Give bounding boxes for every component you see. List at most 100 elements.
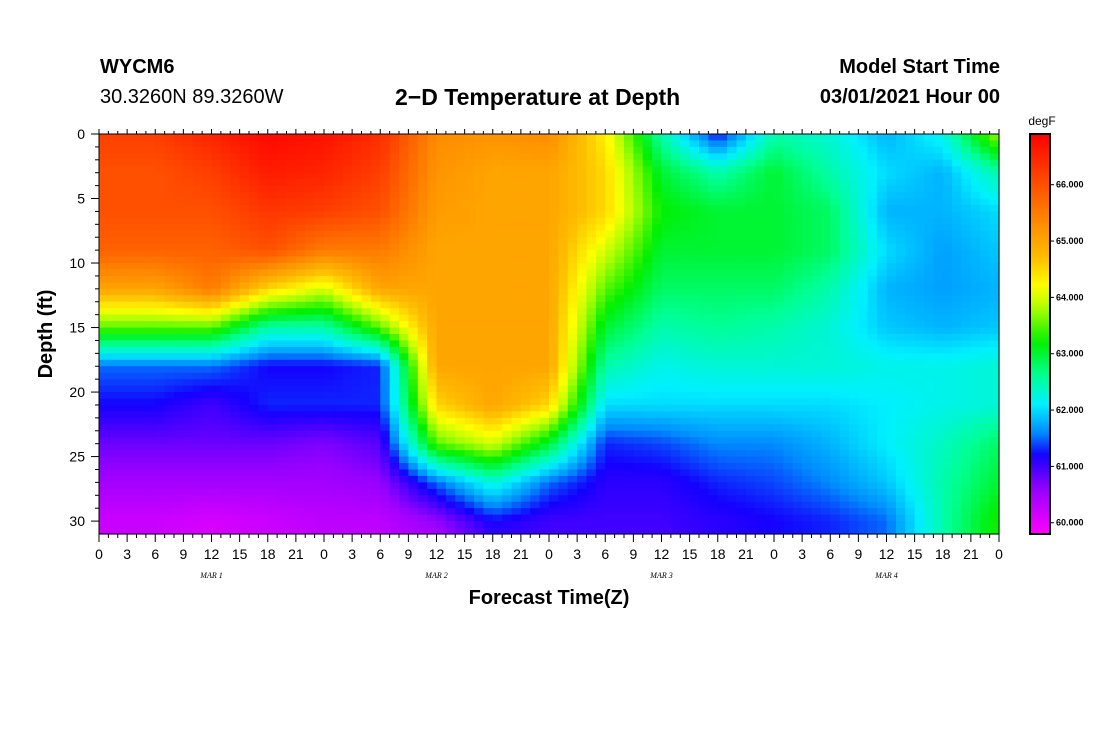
heatmap-cell (549, 217, 559, 225)
heatmap-cell (239, 166, 250, 174)
heatmap-cell (286, 443, 297, 451)
heatmap-cell (689, 211, 700, 219)
heatmap-cell (286, 301, 297, 309)
heatmap-cell (249, 263, 259, 271)
heatmap-cell (370, 256, 381, 264)
heatmap-cell (689, 256, 700, 264)
heatmap-cell (127, 179, 138, 187)
heatmap-cell (277, 217, 288, 225)
heatmap-cell (783, 450, 794, 458)
heatmap-cell (624, 359, 634, 367)
heatmap-cell (389, 398, 400, 406)
heatmap-cell (745, 146, 756, 154)
heatmap-cell (989, 288, 1000, 296)
heatmap-cell (445, 379, 456, 387)
heatmap-cell (145, 140, 156, 148)
heatmap-cell (211, 185, 222, 193)
heatmap-cell (136, 179, 147, 187)
heatmap-cell (849, 430, 859, 438)
heatmap-cell (595, 340, 606, 348)
heatmap-cell (380, 359, 391, 367)
heatmap-cell (942, 392, 953, 400)
heatmap-cell (680, 166, 691, 174)
heatmap-cell (605, 340, 616, 348)
heatmap-cell (952, 379, 963, 387)
heatmap-cell (661, 295, 672, 303)
heatmap-cell (652, 153, 663, 161)
heatmap-cell (980, 366, 991, 374)
heatmap-cell (474, 282, 484, 290)
heatmap-cell (99, 417, 109, 425)
heatmap-cell (792, 385, 803, 393)
heatmap-cell (408, 321, 419, 329)
heatmap-cell (877, 301, 888, 309)
heatmap-cell (455, 398, 466, 406)
heatmap-cell (108, 327, 119, 335)
heatmap-cell (286, 346, 297, 354)
heatmap-cell (342, 243, 353, 251)
heatmap-cell (774, 353, 784, 361)
heatmap-cell (661, 185, 672, 193)
heatmap-cell (249, 308, 259, 316)
heatmap-cell (811, 398, 822, 406)
heatmap-cell (942, 443, 953, 451)
heatmap-cell (867, 430, 878, 438)
heatmap-cell (670, 204, 681, 213)
heatmap-cell (399, 159, 409, 167)
heatmap-cell (567, 172, 578, 180)
heatmap-cell (727, 224, 738, 232)
heatmap-cell (858, 372, 869, 380)
heatmap-cell (202, 172, 213, 180)
heatmap-cell (989, 217, 1000, 225)
heatmap-cell (783, 301, 794, 309)
heatmap-cell (202, 217, 213, 225)
heatmap-cell (764, 166, 775, 174)
heatmap-cell (595, 269, 606, 277)
heatmap-cell (558, 224, 569, 232)
heatmap-cell (333, 372, 344, 380)
heatmap-cell (867, 443, 878, 451)
heatmap-cell (924, 443, 934, 451)
heatmap-cell (183, 211, 194, 219)
heatmap-cell (389, 198, 400, 206)
heatmap-cell (905, 166, 916, 174)
heatmap-cell (99, 411, 109, 419)
heatmap-cell (764, 204, 775, 213)
heatmap-cell (642, 327, 653, 335)
heatmap-cell (877, 327, 888, 335)
heatmap-cell (277, 372, 288, 380)
heatmap-cell (399, 443, 409, 451)
heatmap-cell (558, 359, 569, 367)
heatmap-cell (267, 334, 278, 342)
heatmap-cell (774, 340, 784, 348)
heatmap-cell (361, 437, 372, 445)
heatmap-cell (867, 198, 878, 206)
heatmap-cell (895, 153, 906, 161)
heatmap-cell (389, 204, 400, 213)
heatmap-cell (286, 372, 297, 380)
heatmap-cell (342, 404, 353, 413)
heatmap-cell (474, 295, 484, 303)
heatmap-cell (689, 327, 700, 335)
heatmap-cell (717, 398, 728, 406)
heatmap-cell (867, 237, 878, 245)
heatmap-cell (202, 346, 213, 354)
heatmap-cell (136, 353, 147, 361)
heatmap-cell (933, 308, 944, 316)
heatmap-cell (783, 456, 794, 464)
heatmap-cell (970, 359, 981, 367)
heatmap-cell (549, 146, 559, 154)
heatmap-cell (474, 269, 484, 277)
heatmap-cell (145, 437, 156, 445)
heatmap-cell (492, 179, 503, 187)
heatmap-cell (830, 166, 841, 174)
heatmap-cell (258, 327, 269, 335)
heatmap-cell (530, 211, 541, 219)
heatmap-cell (352, 204, 363, 213)
heatmap-cell (333, 417, 344, 425)
heatmap-cell (839, 340, 850, 348)
heatmap-cell (652, 192, 663, 200)
heatmap-cell (989, 263, 1000, 271)
heatmap-cell (802, 443, 813, 451)
heatmap-cell (877, 463, 888, 471)
